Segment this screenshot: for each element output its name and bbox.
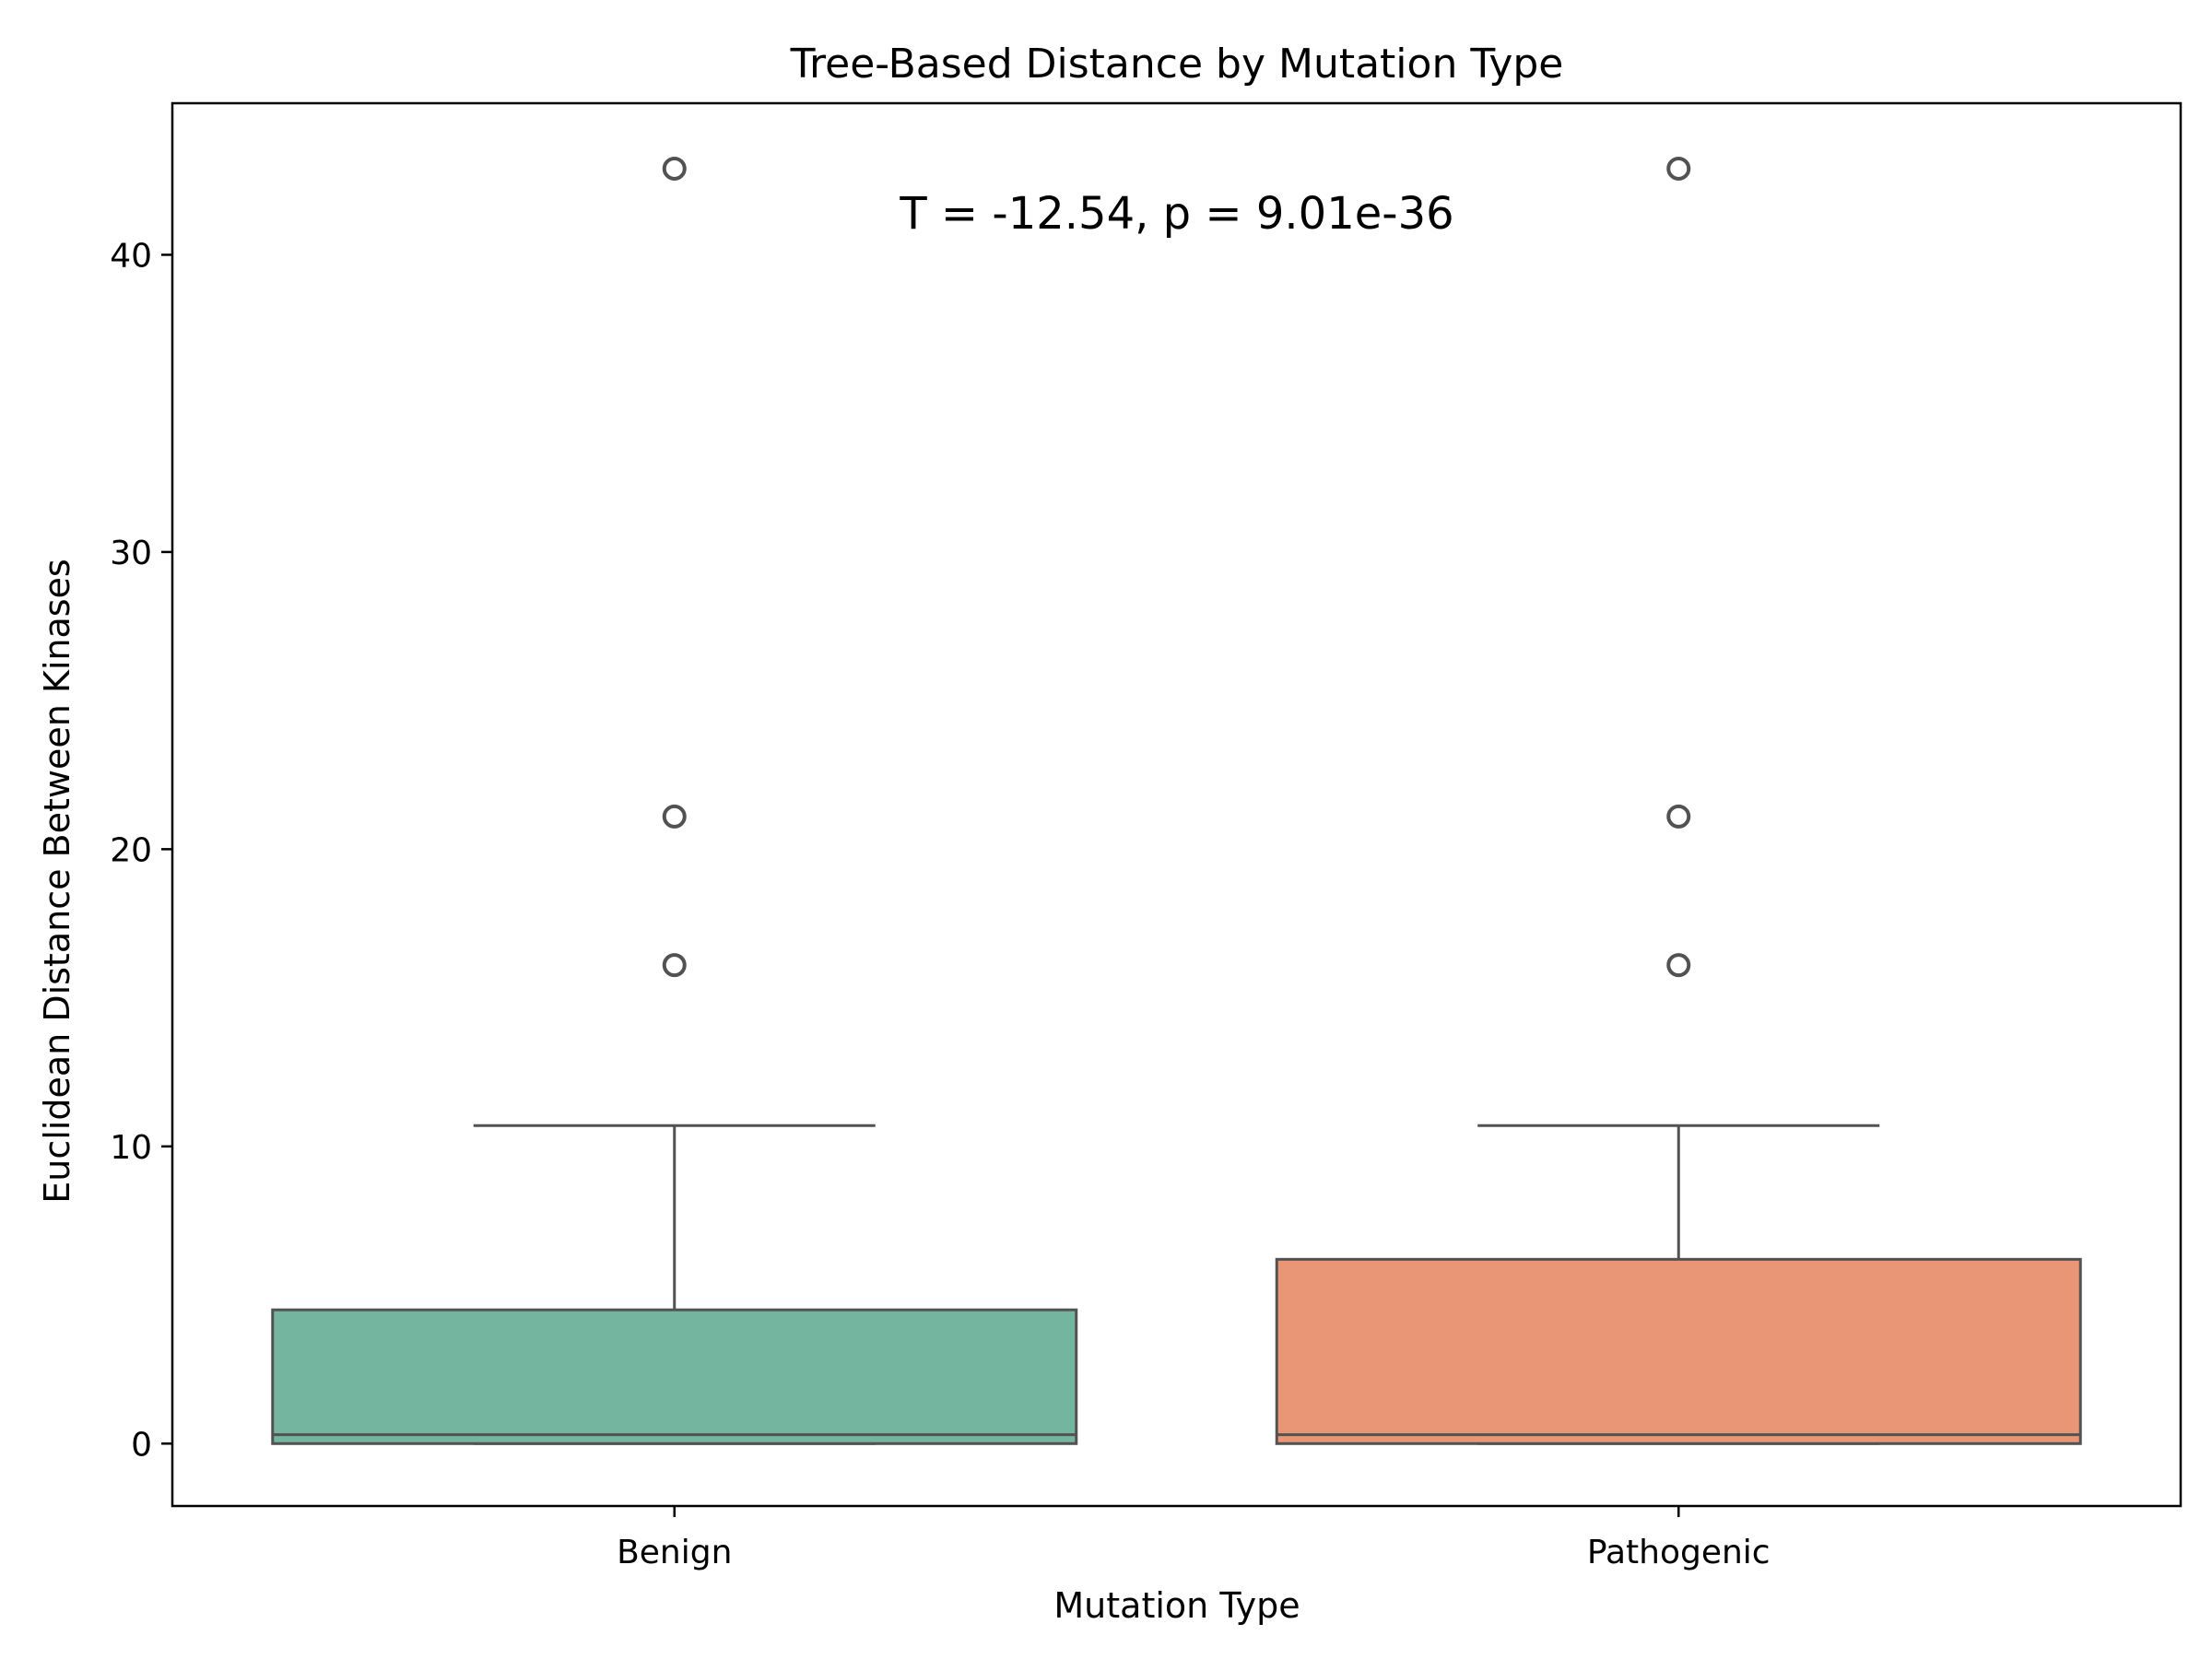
box-pathogenic <box>1275 1257 2082 1445</box>
chart-title: Tree-Based Distance by Mutation Type <box>790 41 1564 88</box>
outlier-point <box>1666 156 1691 181</box>
outlier-point <box>662 804 687 829</box>
y-tick-label: 30 <box>110 535 152 572</box>
y-axis-label: Euclidean Distance Between Kinases <box>37 559 77 1203</box>
x-tick-label: Benign <box>617 1534 732 1571</box>
x-axis: Benign Pathogenic <box>617 1506 1771 1571</box>
outlier-point <box>1666 953 1691 978</box>
x-tick-label: Pathogenic <box>1587 1534 1771 1571</box>
plot-area <box>271 156 2082 1445</box>
outlier-point <box>662 156 687 181</box>
x-axis-label: Mutation Type <box>1053 1585 1300 1626</box>
box-group-pathogenic <box>1275 156 2082 1445</box>
stat-annotation: T = -12.54, p = 9.01e-36 <box>899 188 1453 240</box>
box-group-benign <box>271 156 1078 1445</box>
y-tick-label: 20 <box>110 831 152 869</box>
y-tick-label: 10 <box>110 1129 152 1167</box>
y-axis: 0 10 20 30 40 <box>110 237 172 1464</box>
outlier-point <box>662 953 687 978</box>
y-tick-label: 40 <box>110 237 152 275</box>
y-tick-label: 0 <box>131 1426 152 1464</box>
axes-frame <box>171 101 2183 1508</box>
outlier-point <box>1666 804 1691 829</box>
box-benign <box>271 1308 1078 1445</box>
